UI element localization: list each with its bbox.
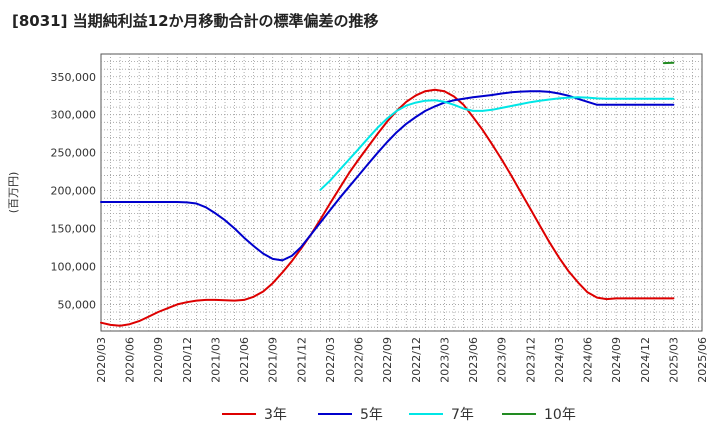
x-tick-label: 2024/12 bbox=[639, 337, 652, 383]
x-tick-label: 2025/06 bbox=[696, 337, 709, 383]
x-tick-label: 2022/06 bbox=[353, 337, 366, 383]
x-tick-label: 2021/12 bbox=[295, 337, 308, 383]
x-tick-label: 2020/03 bbox=[95, 337, 108, 383]
x-tick-label: 2022/03 bbox=[324, 337, 337, 383]
legend-item-2: 5年 bbox=[318, 407, 383, 423]
y-tick-label: 350,000 bbox=[51, 71, 97, 84]
legend-label: 5年 bbox=[360, 407, 383, 423]
x-tick-label: 2022/09 bbox=[381, 337, 394, 383]
legend-item-3: 7年 bbox=[409, 407, 474, 423]
x-tick-label: 2020/06 bbox=[124, 337, 137, 383]
x-tick-label: 2023/03 bbox=[438, 337, 451, 383]
y-tick-label: 50,000 bbox=[58, 298, 97, 311]
y-tick-label: 250,000 bbox=[51, 147, 97, 160]
y-tick-label: 200,000 bbox=[51, 185, 97, 198]
x-tick-label: 2021/09 bbox=[267, 337, 280, 383]
legend-label: 10年 bbox=[544, 407, 576, 423]
x-tick-label: 2024/06 bbox=[582, 337, 595, 383]
x-tick-label: 2021/06 bbox=[238, 337, 251, 383]
x-tick-label: 2023/12 bbox=[524, 337, 537, 383]
x-tick-label: 2020/12 bbox=[181, 337, 194, 383]
y-tick-label: 100,000 bbox=[51, 260, 97, 273]
y-tick-label: 300,000 bbox=[51, 109, 97, 122]
y-tick-label: 150,000 bbox=[51, 223, 97, 236]
x-tick-label: 2022/12 bbox=[410, 337, 423, 383]
x-tick-label: 2023/06 bbox=[467, 337, 480, 383]
x-tick-label: 2020/09 bbox=[152, 337, 165, 383]
chart-title: [8031] 当期純利益12か月移動合計の標準偏差の推移 bbox=[12, 10, 379, 31]
y-axis-label: (百万円) bbox=[7, 172, 20, 214]
legend-label: 7年 bbox=[451, 407, 474, 423]
legend-label: 3年 bbox=[264, 407, 287, 423]
legend-item-1: 3年 bbox=[222, 407, 287, 423]
x-tick-label: 2024/03 bbox=[553, 337, 566, 383]
x-tick-label: 2025/03 bbox=[667, 337, 680, 383]
x-tick-label: 2021/03 bbox=[209, 337, 222, 383]
legend-item-4: 10年 bbox=[502, 407, 576, 423]
x-tick-label: 2024/09 bbox=[610, 337, 623, 383]
x-tick-label: 2023/09 bbox=[496, 337, 509, 383]
